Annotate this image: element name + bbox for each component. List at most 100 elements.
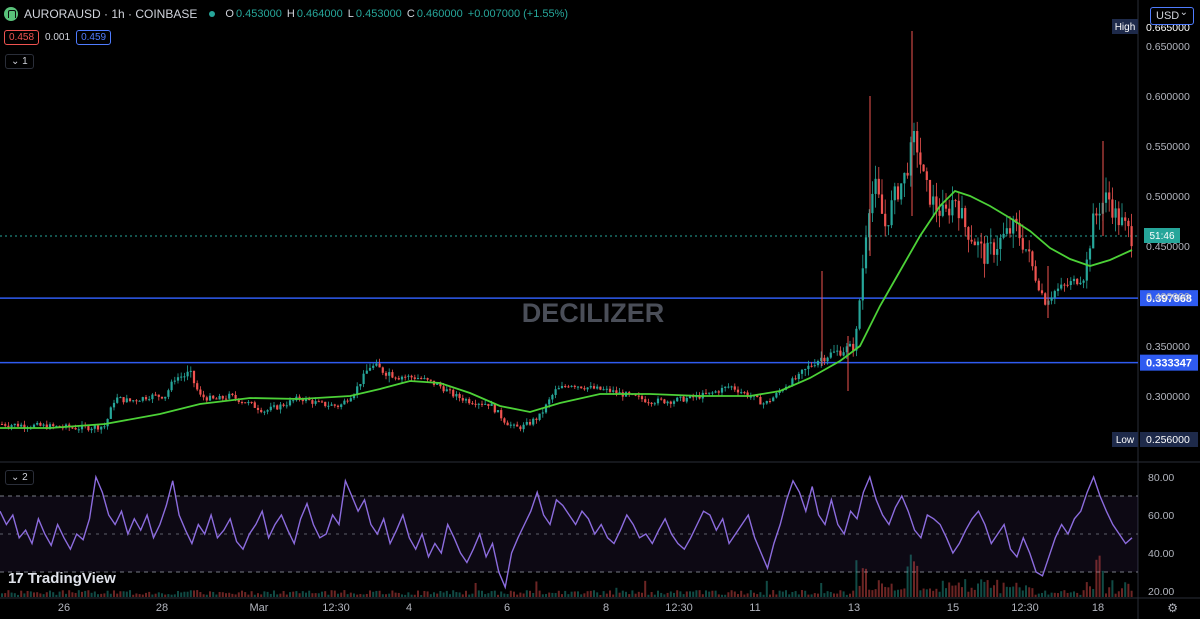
candle-body: [743, 392, 746, 394]
volume-bar: [1005, 586, 1008, 597]
volume-bar: [746, 593, 749, 597]
symbol-title[interactable]: AURORAUSD · 1h · COINBASE: [24, 7, 198, 21]
volume-bar: [125, 591, 128, 597]
price-tick-label: 0.350000: [1146, 341, 1190, 353]
candle-body: [1092, 213, 1095, 249]
candle-body: [87, 426, 90, 431]
candle-body: [903, 172, 906, 184]
volume-bar: [628, 594, 631, 597]
volume-bar: [45, 592, 48, 597]
volume-bar: [781, 591, 784, 597]
volume-bar: [93, 591, 96, 597]
volume-bar: [1012, 586, 1015, 597]
candle-body: [906, 172, 909, 176]
candle-body: [829, 352, 832, 358]
candle-body: [932, 196, 935, 205]
candle-body: [42, 424, 45, 426]
volume-bar: [865, 568, 867, 597]
low-tag-bg: [1112, 432, 1138, 447]
volume-bar: [205, 594, 208, 597]
volume-bar: [221, 592, 224, 597]
volume-bar: [922, 588, 925, 597]
sell-price-button[interactable]: 0.458: [4, 30, 40, 45]
candle-body: [279, 404, 282, 410]
volume-bar: [154, 593, 157, 597]
candle-body: [52, 424, 55, 427]
volume-bar: [116, 593, 119, 597]
candle-body: [823, 357, 826, 362]
currency-select[interactable]: USD: [1150, 5, 1194, 25]
candle-body: [138, 400, 141, 402]
candle-body: [1098, 213, 1101, 216]
candle-body: [359, 383, 362, 387]
candle-body: [708, 392, 711, 394]
candle-body: [663, 399, 666, 404]
main-pane-toggle[interactable]: ⌄ 1: [5, 54, 34, 69]
volume-bar: [164, 594, 167, 597]
volume-bar: [887, 587, 890, 597]
candle-body: [1111, 199, 1114, 218]
candle-body: [724, 386, 727, 388]
candle-body: [276, 405, 279, 410]
volume-bar: [1089, 586, 1091, 597]
candle-body: [346, 400, 349, 402]
candle-body: [231, 393, 234, 395]
volume-bar: [644, 580, 647, 597]
volume-bar: [829, 591, 832, 597]
volume-bar: [397, 592, 400, 597]
volume-bar: [993, 585, 995, 597]
candle-body: [416, 378, 420, 380]
candle-body: [848, 343, 852, 347]
candle-body: [637, 395, 640, 397]
volume-bar: [71, 592, 74, 597]
candle-body: [541, 412, 544, 414]
volume-bar: [711, 590, 714, 597]
candle-body: [868, 213, 871, 238]
candle-body: [807, 365, 810, 370]
gear-icon[interactable]: ⚙: [1167, 601, 1178, 615]
volume-bar: [273, 590, 275, 597]
volume-bars: [1, 554, 1133, 597]
volume-bar: [17, 594, 19, 597]
candle-body: [720, 387, 724, 393]
volume-bar: [618, 592, 621, 597]
candle-body: [688, 395, 692, 399]
volume-bar: [641, 592, 643, 597]
candle-body: [404, 376, 407, 378]
volume-bar: [759, 592, 762, 597]
volume-bar: [317, 593, 320, 597]
candle-body: [224, 398, 228, 400]
volume-bar: [1117, 591, 1120, 597]
candle-body: [103, 426, 106, 428]
candle-body: [1108, 192, 1111, 200]
low-value: 0.256000: [1146, 434, 1190, 446]
candle-body: [445, 389, 448, 392]
candle-body: [125, 398, 128, 403]
volume-bar: [1031, 588, 1034, 597]
volume-bar: [692, 591, 695, 597]
volume-bar: [55, 594, 58, 597]
volume-bar: [772, 590, 775, 597]
candle-body: [564, 386, 567, 388]
candle-body: [727, 386, 730, 388]
buy-price-button[interactable]: 0.459: [76, 30, 112, 45]
volume-bar: [279, 593, 282, 597]
candle-body: [301, 399, 304, 402]
volume-bar: [1066, 592, 1069, 597]
candle-body: [32, 424, 36, 428]
candle-body: [314, 401, 317, 404]
ma-line: [0, 189, 1133, 429]
volume-bar: [119, 591, 122, 597]
volume-bar: [1101, 570, 1104, 597]
volume-bar: [609, 590, 611, 597]
candle-body: [516, 424, 519, 427]
candle-body: [919, 152, 922, 165]
volume-bar: [602, 591, 605, 597]
rsi-tick-label: 60.00: [1148, 510, 1174, 522]
candle-body: [1008, 228, 1012, 234]
volume-bar: [1021, 590, 1024, 597]
rsi-pane-toggle[interactable]: ⌄ 2: [5, 470, 34, 485]
candle-body: [871, 193, 874, 214]
volume-bar: [490, 591, 493, 597]
